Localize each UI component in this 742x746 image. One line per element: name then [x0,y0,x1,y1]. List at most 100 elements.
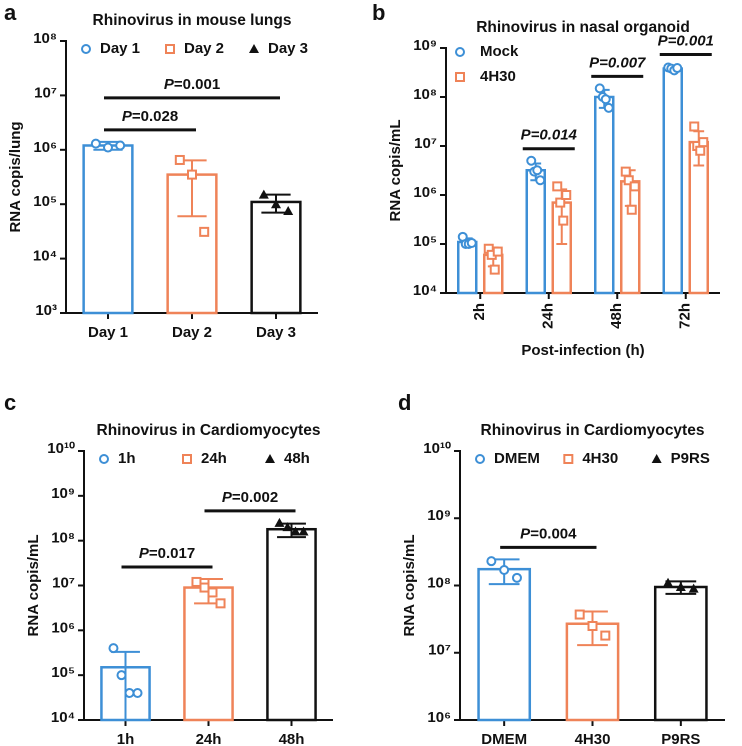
data-point [623,175,634,186]
data-point [574,609,585,620]
legend-marker [475,454,485,464]
data-point [499,565,510,576]
x-tick-label: 48h [279,731,305,746]
x-tick-label: 48h [608,303,625,329]
y-tick-label: 10⁵ [51,664,75,681]
data-point [672,63,683,74]
data-point [115,140,126,151]
legend-marker [563,454,574,464]
chart-title: Rhinovirus in mouse lungs [93,12,292,29]
x-tick-label: Day 1 [88,324,128,341]
bar [266,527,317,722]
bar [166,173,218,315]
data-point [688,583,699,593]
data-point [587,620,598,631]
x-tick-label: 24h [540,303,557,329]
data-point [600,630,611,641]
data-point [187,169,197,180]
legend-marker [651,454,662,463]
p-value: P=0.004 [520,525,577,542]
data-point [486,556,497,567]
data-point [600,94,611,105]
x-tick-label: 24h [196,731,222,746]
bar [457,240,478,295]
chart-title: Rhinovirus in nasal organoid [476,19,690,36]
legend-label: Day 2 [184,40,224,57]
data-point [215,598,226,609]
data-point [526,155,537,166]
x-tick-label: 1h [117,731,135,746]
legend-label: Mock [480,43,519,60]
x-tick-label: Day 2 [172,324,212,341]
panel-letter: b [372,0,385,25]
p-value: P=0.001 [658,32,714,49]
bar [653,585,708,722]
data-point [594,83,605,94]
x-axis-label: Post-infection (h) [521,342,644,359]
y-tick-label: 10⁷ [428,642,451,659]
legend-marker [182,454,192,464]
data-point [271,199,281,209]
data-point [108,643,119,654]
y-tick-label: 10³ [35,302,57,319]
data-point [283,205,294,215]
legend-marker [99,454,109,464]
data-point [626,204,637,215]
legend-marker [165,44,175,54]
data-point [532,165,543,176]
y-tick-label: 10⁹ [427,507,451,524]
p-value: P=0.014 [521,127,578,144]
p-value: P=0.028 [122,108,178,125]
legend-label: Day 1 [100,40,140,57]
y-tick-label: 10⁶ [413,184,437,201]
legend-marker [455,72,465,82]
data-point [663,577,674,587]
data-point [489,264,500,275]
x-tick-label: P9RS [661,731,700,746]
data-point [466,237,477,248]
y-tick-label: 10⁸ [427,574,451,591]
y-tick-label: 10⁶ [33,139,57,156]
data-point [603,102,614,113]
data-point [103,142,113,153]
legend-marker [249,44,259,53]
bar [477,567,532,722]
panel-letter: d [398,390,411,415]
data-point [492,246,503,257]
x-tick-label: 72h [677,303,694,329]
data-point [199,582,210,593]
panel-letter: c [4,390,16,415]
data-point [675,581,686,591]
y-tick-label: 10⁵ [413,233,437,250]
legend-label: 1h [118,450,136,467]
data-point [191,576,202,587]
y-tick-label: 10⁸ [413,86,437,103]
legend-label: DMEM [494,450,540,467]
x-tick-label: 2h [471,303,488,321]
y-tick-label: 10⁸ [33,30,57,47]
data-point [258,189,269,199]
y-tick-label: 10⁹ [413,37,437,54]
y-tick-label: 10⁶ [427,709,451,726]
data-point [552,181,563,192]
data-point [695,145,706,156]
bar [250,200,302,315]
data-point [555,197,566,208]
p-value: P=0.002 [222,489,278,506]
legend-label: 24h [201,450,227,467]
y-tick-label: 10⁴ [51,709,75,726]
y-tick-label: 10¹⁰ [423,440,451,457]
y-axis-label: RNA copis/mL [25,535,42,637]
y-tick-label: 10¹⁰ [47,440,75,457]
legend-marker [265,454,275,463]
legend-marker [81,44,91,54]
x-tick-label: Day 3 [256,324,296,341]
data-point [90,138,101,149]
y-tick-label: 10⁴ [413,282,437,299]
legend-label: Day 3 [268,40,308,57]
y-tick-label: 10⁶ [51,619,75,636]
data-point [561,190,572,200]
y-tick-label: 10⁷ [52,574,75,591]
y-axis-label: RNA copis/mL [387,120,404,222]
